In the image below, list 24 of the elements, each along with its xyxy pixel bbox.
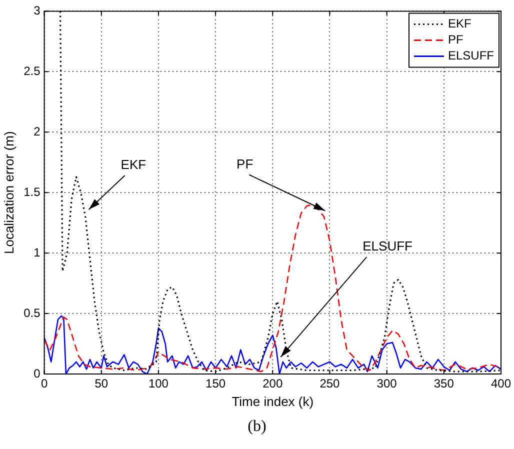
- text: (b): [246, 418, 268, 436]
- y-axis-title: Localization error (m): [1, 131, 16, 254]
- x-tick-label: 50: [94, 376, 108, 391]
- y-tick-label: 2: [34, 124, 41, 138]
- y-tick-label: 0.5: [24, 306, 41, 320]
- y-tick-label: 1: [34, 245, 41, 260]
- x-axis-title: Time index (k): [232, 394, 314, 409]
- y-tick-label: 0: [34, 366, 41, 380]
- legend-label: PF: [448, 32, 464, 47]
- x-tick-label: 100: [148, 376, 169, 391]
- annotation: ELSUFF: [362, 238, 413, 254]
- legend-label: EKF: [448, 16, 472, 31]
- y-tick-label: 1.5: [24, 184, 41, 199]
- annotation: EKF: [120, 157, 146, 172]
- x-tick-label: 300: [376, 376, 398, 391]
- annotation: PF: [236, 156, 254, 172]
- legend-label: ELSUFF: [448, 48, 494, 63]
- x-tick-label: 250: [320, 376, 340, 391]
- x-tick-label: 200: [262, 376, 283, 391]
- y-tick-label: 3: [34, 4, 41, 18]
- x-tick-label: 150: [206, 376, 226, 391]
- x-tick-label: 350: [434, 376, 454, 391]
- y-tick-label: 2.5: [24, 64, 41, 78]
- x-tick-label: 400: [490, 376, 512, 391]
